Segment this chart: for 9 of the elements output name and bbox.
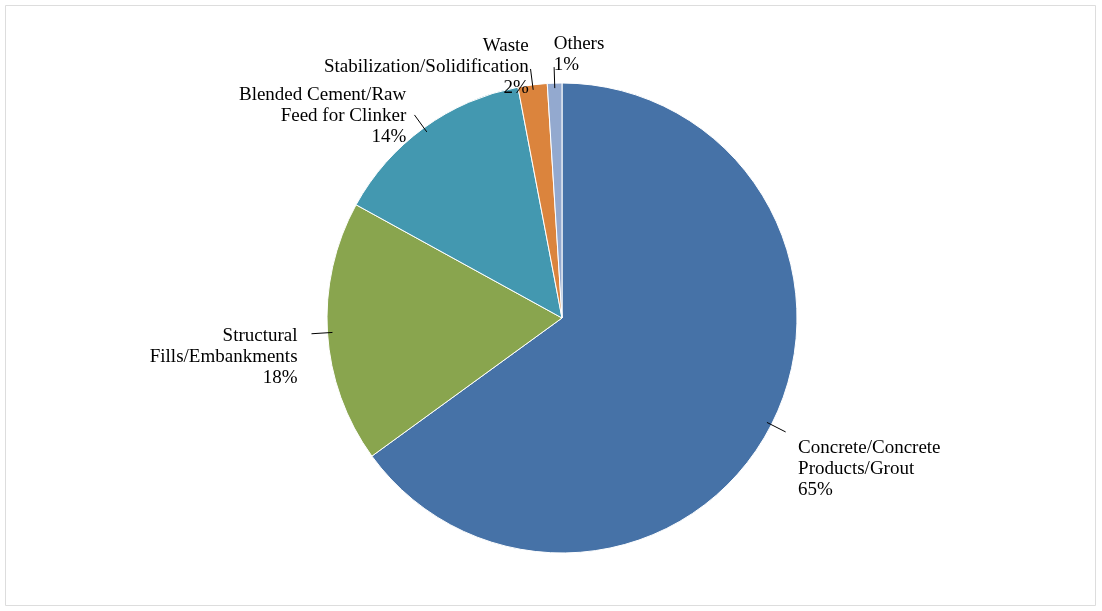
data-label: 18% [262,365,298,387]
data-label: 1% [553,53,580,75]
slice-label: Structural Fills/Embankments [149,323,298,366]
data-label: 14% [371,124,407,146]
slice-label: Waste Stabilization/Solidification [324,34,530,77]
slice-label: Concrete/Concrete Products/Grout [798,436,941,479]
data-label: 65% [798,478,834,500]
slice-label: Others [553,32,605,54]
slice-label: Blended Cement/Raw Feed for Clinker [238,82,407,125]
